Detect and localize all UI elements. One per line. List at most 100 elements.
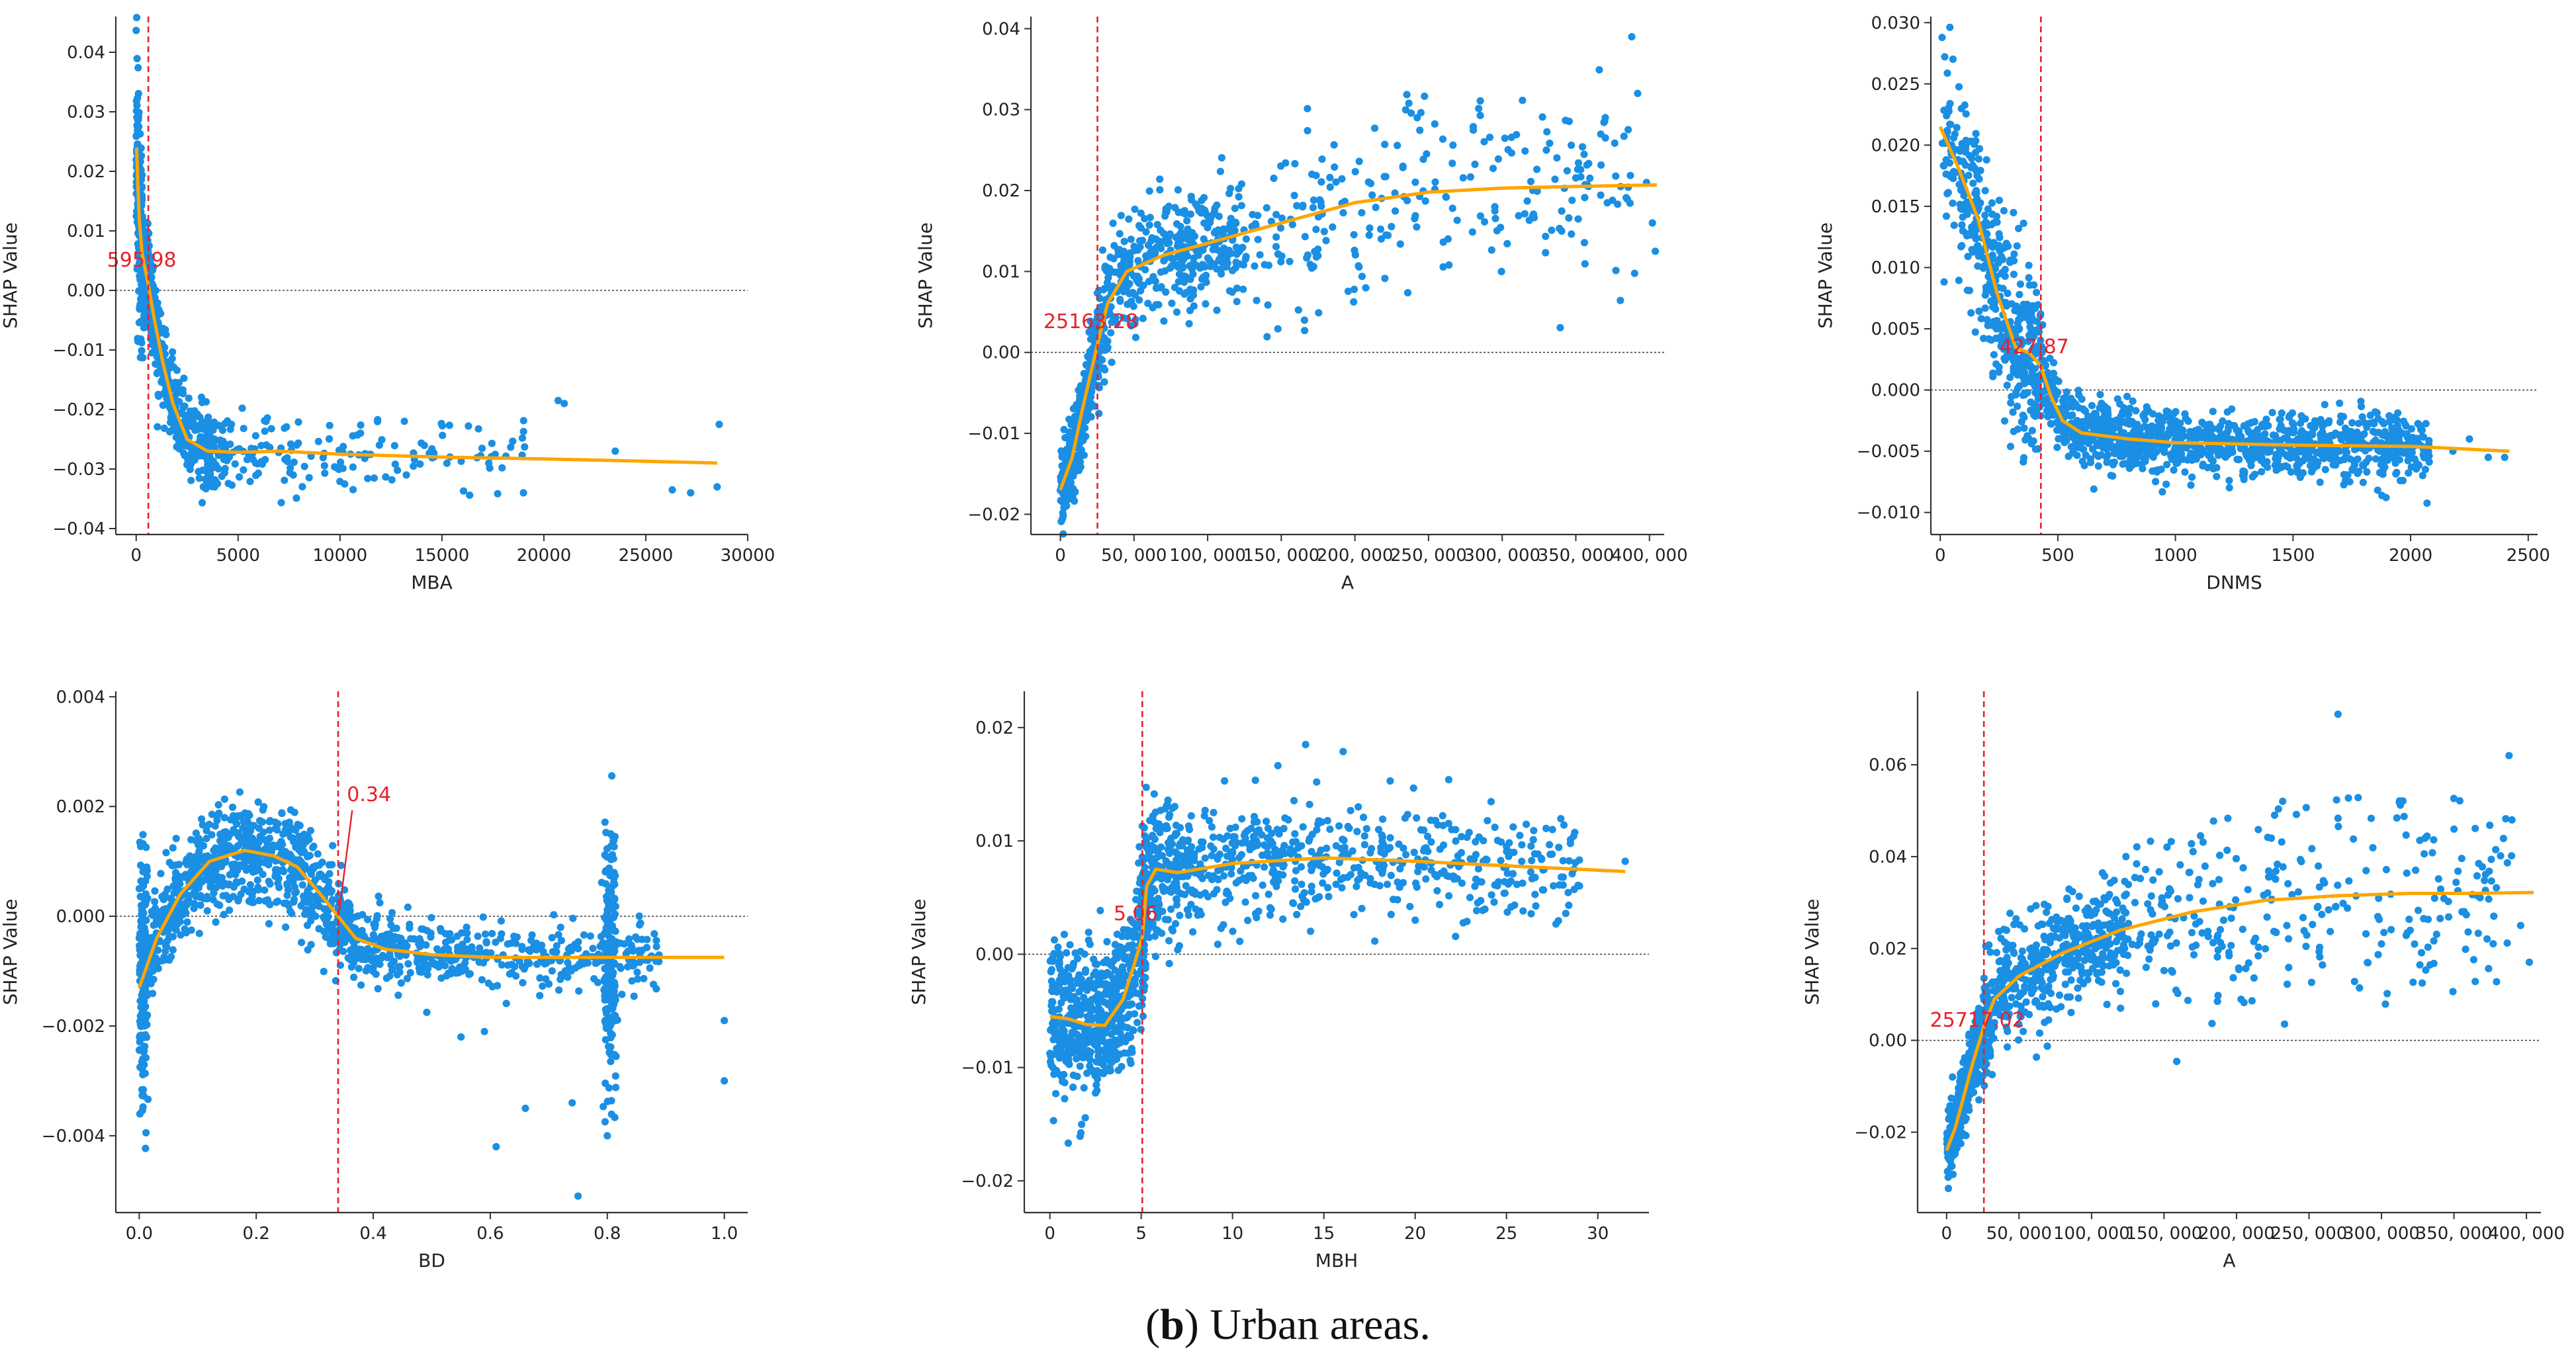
data-point — [1193, 202, 1202, 210]
data-point — [148, 325, 156, 333]
data-point — [228, 803, 237, 811]
data-point — [2110, 423, 2117, 431]
data-point — [2015, 224, 2023, 232]
data-point — [157, 870, 165, 878]
data-point — [1320, 228, 1328, 236]
data-point — [300, 462, 308, 470]
x-tick-label: 200, 000 — [1317, 546, 1394, 566]
data-point — [1241, 255, 1249, 263]
data-point — [2010, 271, 2018, 279]
data-point — [388, 476, 396, 484]
data-point — [1235, 193, 1243, 201]
data-point — [2026, 323, 2034, 331]
data-point — [2391, 455, 2399, 464]
data-point — [2111, 450, 2119, 458]
data-point — [1614, 200, 1622, 208]
data-point — [2132, 426, 2140, 434]
chart-panel-4: 0.340.0 0.2 0.4 0.6 0.8 1.0−0.004−0.0020.0000… — [0, 687, 748, 1271]
data-point — [1971, 165, 1979, 173]
data-point — [2027, 308, 2035, 317]
data-point — [2337, 412, 2345, 420]
data-point — [1108, 359, 1116, 366]
data-point — [226, 871, 234, 879]
data-point — [1439, 263, 1447, 271]
data-point — [2079, 435, 2087, 443]
data-point — [157, 324, 165, 332]
x-tick-label: 2000 — [2389, 546, 2432, 566]
data-point — [209, 457, 218, 465]
data-point — [294, 418, 302, 426]
data-point — [195, 474, 203, 482]
data-point — [1403, 91, 1411, 99]
data-point — [1254, 236, 1262, 243]
data-point — [1449, 141, 1457, 149]
data-point — [1104, 337, 1112, 345]
data-point — [2018, 372, 2027, 380]
data-point — [326, 435, 333, 443]
data-point — [2348, 419, 2356, 427]
data-point — [497, 917, 506, 925]
data-point — [1431, 178, 1439, 186]
data-point — [1129, 288, 1137, 296]
data-point — [2268, 409, 2276, 417]
y-tick-label: 0.015 — [1871, 197, 1920, 217]
data-point — [253, 876, 261, 884]
data-point — [265, 877, 273, 885]
data-point — [1087, 393, 1095, 401]
data-point — [1493, 227, 1501, 235]
data-point — [2016, 325, 2023, 333]
data-point — [2037, 336, 2045, 344]
data-point — [1270, 174, 1278, 183]
data-point — [137, 166, 145, 174]
data-point — [1291, 159, 1299, 168]
data-point — [1981, 187, 1989, 194]
data-point — [2321, 466, 2329, 474]
data-point — [2207, 463, 2215, 471]
data-point — [2376, 468, 2384, 477]
data-point — [262, 417, 270, 425]
data-point — [2307, 468, 2316, 476]
data-point — [194, 425, 202, 434]
x-tick-label: 350, 000 — [1538, 546, 1615, 566]
data-point — [1272, 243, 1280, 251]
data-point — [218, 472, 226, 480]
y-tick-label: 0.02 — [67, 162, 105, 182]
data-point — [1362, 284, 1370, 292]
data-point — [2304, 437, 2312, 445]
data-point — [2178, 431, 2186, 439]
data-point — [135, 122, 143, 130]
data-point — [226, 453, 234, 461]
data-point — [1106, 269, 1114, 277]
data-point — [1972, 235, 1980, 243]
data-point — [2181, 468, 2189, 476]
data-point — [305, 474, 313, 482]
chart-panel-1: 595.980 5000 10000 15000 20000 25000 30000−0.0… — [0, 14, 775, 593]
data-point — [1309, 204, 1317, 212]
data-point — [2109, 472, 2117, 480]
data-point — [410, 462, 418, 470]
data-point — [1171, 260, 1178, 268]
data-point — [1198, 275, 1206, 283]
data-point — [296, 822, 304, 830]
data-point — [1094, 365, 1102, 373]
data-point — [1239, 285, 1247, 293]
data-point — [498, 464, 506, 472]
data-point — [445, 421, 453, 429]
data-point — [134, 64, 142, 71]
data-point — [290, 808, 298, 816]
data-point — [1491, 214, 1499, 222]
data-point — [1282, 159, 1290, 167]
y-tick-label: 0.020 — [1871, 136, 1920, 155]
data-point — [1988, 199, 1996, 207]
data-point — [1970, 140, 1978, 148]
data-point — [2080, 462, 2088, 470]
data-point — [314, 437, 322, 446]
data-point — [404, 903, 412, 911]
data-point — [1135, 296, 1143, 304]
data-point — [1288, 220, 1296, 228]
data-point — [1950, 222, 1958, 230]
data-point — [1580, 239, 1589, 247]
data-point — [2123, 411, 2131, 419]
data-point — [2088, 402, 2096, 409]
